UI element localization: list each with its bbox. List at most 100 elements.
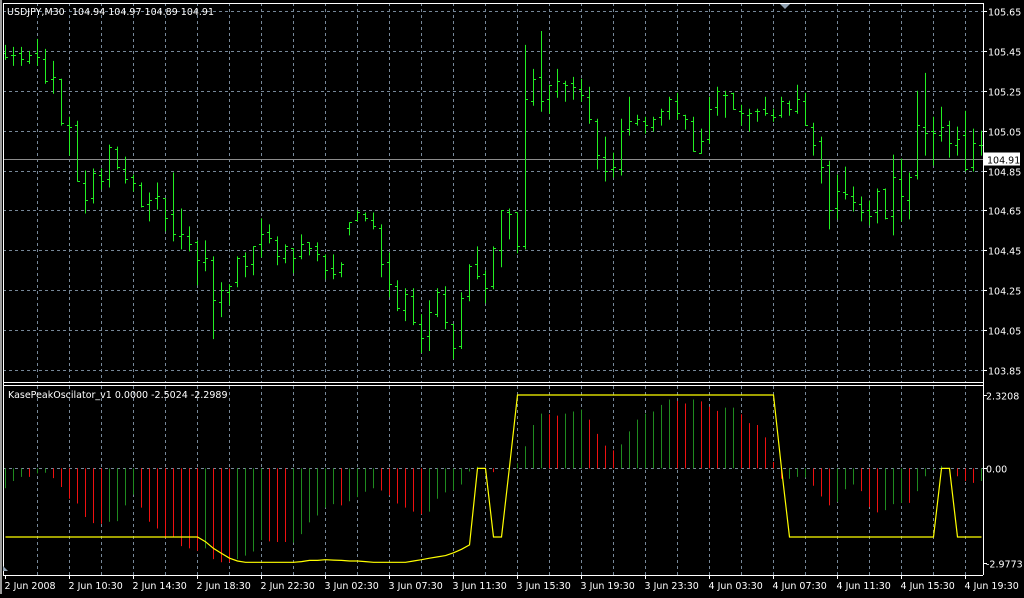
oscillator-axis-label: 2.3208 [986,392,1019,403]
ohlc-bar [91,168,96,204]
ohlc-bar [331,254,336,280]
ohlc-bar [691,116,696,152]
window-left-border [0,0,2,594]
time-axis-label: 4 Jun 07:30 [773,581,827,592]
ohlc-bar [531,68,536,106]
ohlc-bar [475,246,480,280]
ohlc-bar [123,156,128,184]
ohlc-bar [803,92,808,126]
ohlc-bar [43,48,48,84]
ohlc-bar [947,120,952,158]
ohlc-bar [427,300,432,352]
ohlc-bar [507,208,512,240]
ohlc-bar [139,182,144,208]
chart-shift-marker-icon[interactable] [780,4,790,9]
ohlc-bar [211,256,216,340]
ohlc-bar [187,226,192,252]
ohlc-bar [795,84,800,114]
indicator-corner-marker-icon [3,566,8,571]
ohlc-bar [467,264,472,302]
price-axis-label: 105.65 [988,8,1021,19]
ohlc-bar [931,116,936,166]
ohlc-bar [755,108,760,122]
price-axis-label: 104.05 [988,327,1021,338]
ohlc-bar [131,174,136,192]
ohlc-bar [699,128,704,154]
ohlc-bar [419,314,424,354]
ohlc-bar [739,104,744,126]
time-axis-label: 3 Jun 23:30 [645,581,699,592]
ohlc-bar [51,60,56,94]
ohlc-bar [243,252,248,278]
ohlc-bar [411,288,416,326]
ohlc-bar [771,108,776,122]
ohlc-bar [851,186,856,212]
ohlc-bar [67,116,72,156]
ohlc-bar [435,288,440,318]
ohlc-bar [971,128,976,172]
ohlc-bar [659,108,664,126]
ohlc-bar [19,46,24,66]
ohlc-bar [347,222,352,236]
time-axis-label: 4 Jun 15:30 [901,581,955,592]
time-axis-label: 3 Jun 11:30 [453,581,507,592]
ohlc-bar [283,244,288,264]
ohlc-bar [179,208,184,250]
ohlc-bar [443,286,448,330]
grid [3,3,983,575]
oscillator-axis-label: -2.9773 [986,560,1023,571]
price-axis-label: 105.25 [988,88,1021,99]
ohlc-bar [251,246,256,276]
ohlc-bar [307,242,312,256]
ohlc-bar [923,72,928,156]
oscillator-histogram [5,399,982,563]
price-axis-label: 105.05 [988,128,1021,139]
price-axis-label: 104.25 [988,287,1021,298]
axes: 105.65 105.45 105.25 105.05 104.85 104.65 104.… [5,8,1023,593]
ohlc-bar [323,254,328,280]
ohlc-bar [195,240,200,286]
ohlc-bar [811,122,816,156]
ohlc-bar [11,46,16,66]
price-axis-label: 103.85 [988,367,1021,378]
ohlc-bar [203,240,208,272]
ohlc-bar [355,210,360,222]
ohlc-bar [75,120,80,182]
ohlc-bar [715,86,720,116]
ohlc-bar [163,198,168,232]
time-axis-label: 2 Jun 22:30 [261,581,315,592]
ohlc-bar [827,160,832,230]
ohlc-bar [907,172,912,220]
price-axis-label: 104.65 [988,207,1021,218]
ohlc-bar [883,188,888,220]
time-axis-label: 4 Jun 19:30 [965,581,1019,592]
ohlc-bar [867,200,872,226]
ohlc-bar [275,236,280,266]
ohlc-bar [707,96,712,144]
ohlc-bar [723,90,728,118]
ohlc-bar [563,80,568,102]
ohlc-bar [611,152,616,178]
ohlc-bar [787,100,792,116]
ohlc-bar [619,118,624,176]
ohlc-bar [643,116,648,134]
time-axis-label: 3 Jun 15:30 [517,581,571,592]
ohlc-bar [155,182,160,210]
time-axis-label: 3 Jun 02:30 [325,581,379,592]
ohlc-bar [819,136,824,184]
ohlc-bar [915,90,920,180]
ohlc-bar [747,108,752,132]
ohlc-bar [675,92,680,120]
price-bars [3,30,984,360]
chart-symbol-title: USDJPY,M30 [7,7,65,18]
ohlc-bar [627,96,632,136]
ohlc-bar [395,280,400,312]
ohlc-bar [451,324,456,360]
ohlc-bar [539,30,544,112]
price-axis-label: 105.45 [988,48,1021,59]
ohlc-bar [363,212,368,222]
time-axis-label: 4 Jun 11:30 [837,581,891,592]
ohlc-bar [667,96,672,120]
